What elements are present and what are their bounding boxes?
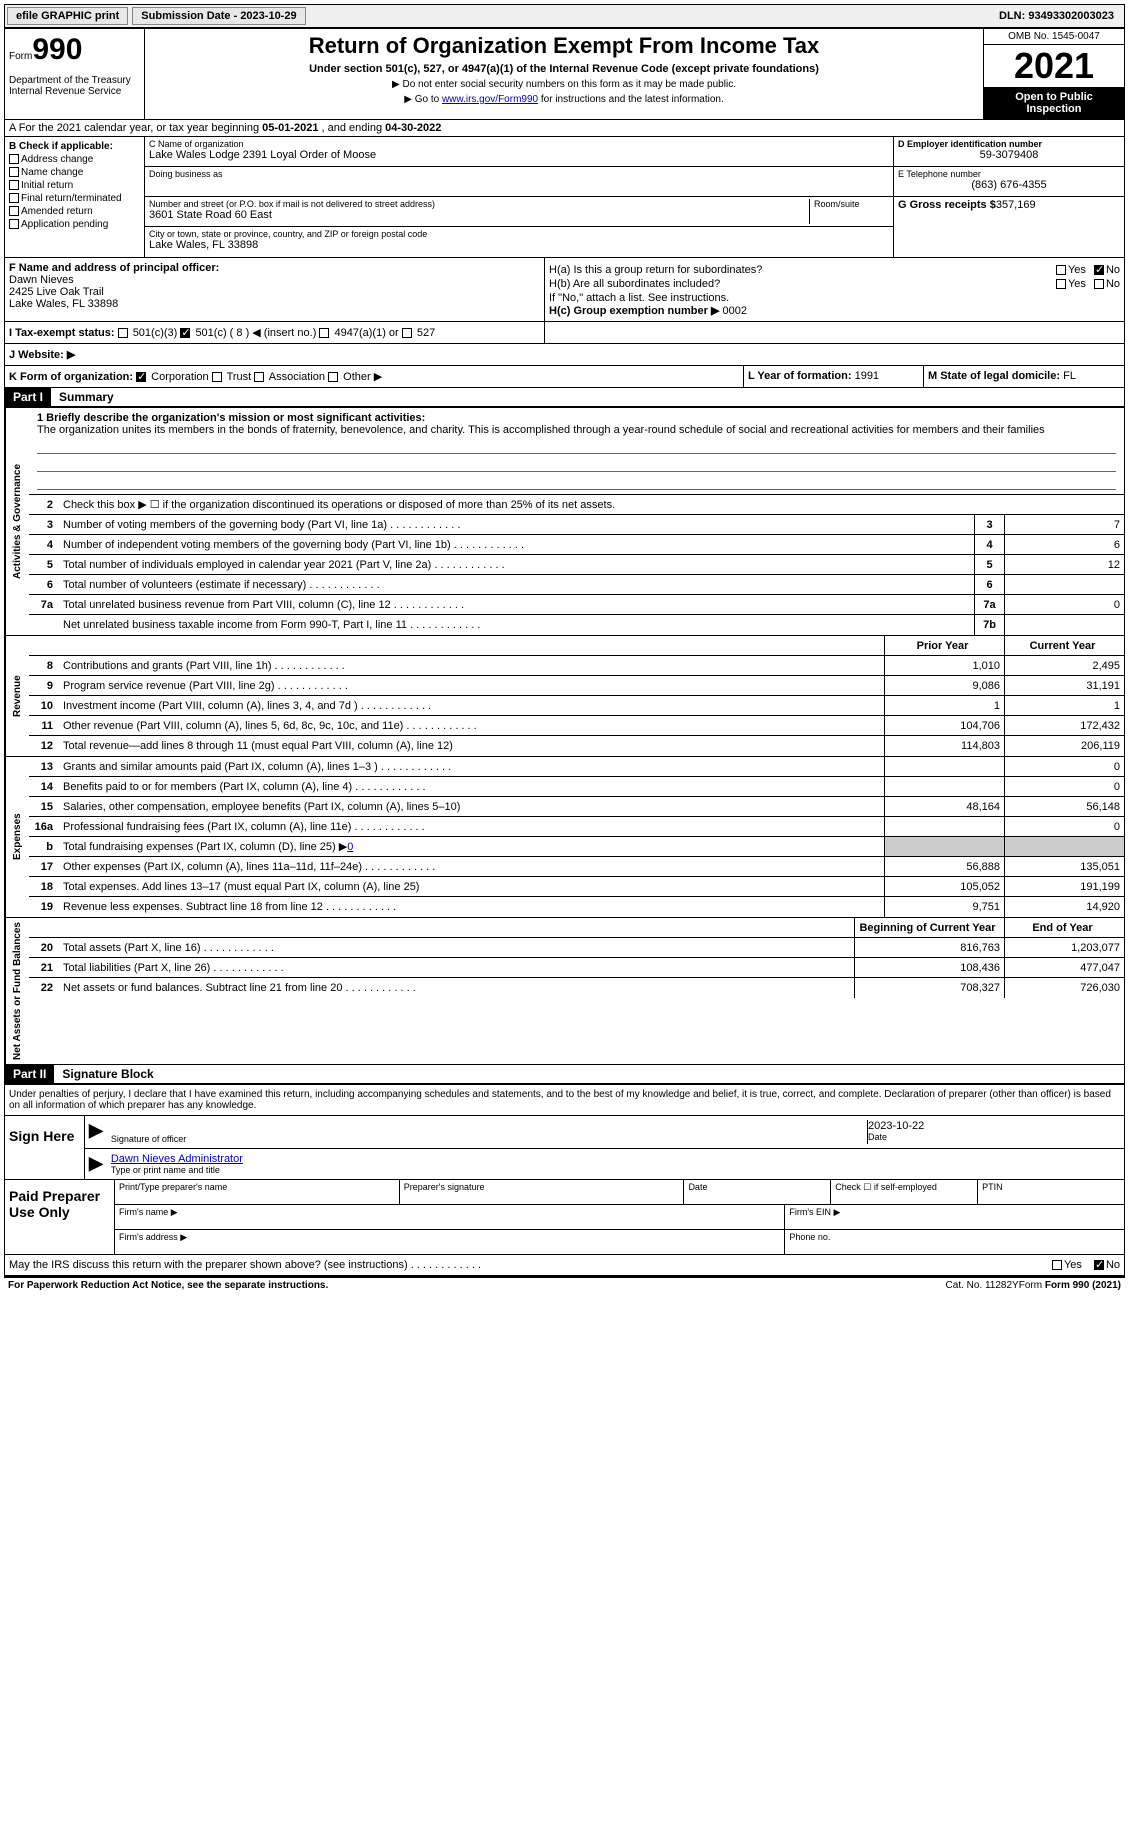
gross-receipts: 357,169 <box>996 199 1036 211</box>
note-link: ▶ Go to www.irs.gov/Form990 for instruct… <box>149 94 979 105</box>
bottom-line: For Paperwork Reduction Act Notice, see … <box>4 1276 1125 1293</box>
row-fg: F Name and address of principal officer:… <box>4 258 1125 322</box>
arrow-icon: ▶ <box>89 1120 103 1144</box>
city-state-zip: Lake Wales, FL 33898 <box>149 239 889 251</box>
row-i: I Tax-exempt status: 501(c)(3) 501(c) ( … <box>4 322 1125 344</box>
efile-print-button[interactable]: efile GRAPHIC print <box>7 7 128 25</box>
hb-no[interactable] <box>1094 279 1104 289</box>
governance-section: Activities & Governance 1 Briefly descri… <box>4 408 1125 636</box>
check-501c[interactable] <box>180 328 190 338</box>
line6-val <box>1004 575 1124 594</box>
phone: (863) 676-4355 <box>898 179 1120 191</box>
arrow-icon: ▶ <box>89 1153 103 1175</box>
checkbox-name-change[interactable] <box>9 167 19 177</box>
header-grid: B Check if applicable: Address change Na… <box>4 137 1125 258</box>
irs-link[interactable]: www.irs.gov/Form990 <box>442 94 538 105</box>
note-ssn: ▶ Do not enter social security numbers o… <box>149 79 979 90</box>
hb-yes[interactable] <box>1056 279 1066 289</box>
omb-number: OMB No. 1545-0047 <box>984 29 1124 45</box>
col-f: F Name and address of principal officer:… <box>5 258 545 321</box>
check-corp[interactable] <box>136 372 146 382</box>
row-k: K Form of organization: Corporation Trus… <box>4 366 1125 388</box>
ein: 59-3079408 <box>898 149 1120 161</box>
check-501c3[interactable] <box>118 328 128 338</box>
col-b: B Check if applicable: Address change Na… <box>5 137 145 257</box>
section-a: A For the 2021 calendar year, or tax yea… <box>4 120 1125 137</box>
checkbox-amended[interactable] <box>9 206 19 216</box>
ha-no[interactable] <box>1094 265 1104 275</box>
part1-header: Part I <box>5 388 51 406</box>
part2-header: Part II <box>5 1065 54 1083</box>
check-trust[interactable] <box>212 372 222 382</box>
paid-preparer: Paid Preparer Use Only Print/Type prepar… <box>4 1180 1125 1255</box>
line7a-val: 0 <box>1004 595 1124 614</box>
officer-name-title: Dawn Nieves Administrator <box>111 1153 1120 1165</box>
check-4947[interactable] <box>319 328 329 338</box>
tax-year: 2021 <box>984 45 1124 87</box>
subtitle: Under section 501(c), 527, or 4947(a)(1)… <box>149 63 979 75</box>
check-other[interactable] <box>328 372 338 382</box>
officer-name: Dawn Nieves <box>9 274 540 286</box>
open-inspection: Open to Public Inspection <box>984 87 1124 119</box>
group-exemption: 0002 <box>722 305 746 317</box>
checkbox-app-pending[interactable] <box>9 219 19 229</box>
discuss-yes[interactable] <box>1052 1260 1062 1270</box>
submission-date: Submission Date - 2023-10-29 <box>132 7 305 25</box>
org-name: Lake Wales Lodge 2391 Loyal Order of Moo… <box>149 149 889 161</box>
check-527[interactable] <box>402 328 412 338</box>
row-j: J Website: ▶ <box>4 344 1125 366</box>
checkbox-final-return[interactable] <box>9 193 19 203</box>
form-label: Form <box>9 51 32 62</box>
form-number: 990 <box>32 33 82 66</box>
col-h: H(a) Is this a group return for subordin… <box>545 258 1124 321</box>
dept-treasury: Department of the Treasury Internal Reve… <box>9 75 140 97</box>
line5-val: 12 <box>1004 555 1124 574</box>
netassets-section: Net Assets or Fund Balances Beginning of… <box>4 918 1125 1065</box>
checkbox-address-change[interactable] <box>9 154 19 164</box>
discuss-no[interactable] <box>1094 1260 1104 1270</box>
dln: DLN: 93493302003023 <box>999 10 1122 22</box>
part2-title: Signature Block <box>54 1067 153 1081</box>
line4-val: 6 <box>1004 535 1124 554</box>
revenue-section: Revenue Prior YearCurrent Year 8Contribu… <box>4 636 1125 757</box>
check-assoc[interactable] <box>254 372 264 382</box>
part1-title: Summary <box>51 390 114 404</box>
line3-val: 7 <box>1004 515 1124 534</box>
year-formation: 1991 <box>855 370 879 382</box>
expenses-section: Expenses 13Grants and similar amounts pa… <box>4 757 1125 918</box>
form-header: Form990 Department of the Treasury Inter… <box>4 28 1125 120</box>
state-domicile: FL <box>1063 370 1076 382</box>
line7b-val <box>1004 615 1124 635</box>
irs-discuss: May the IRS discuss this return with the… <box>4 1255 1125 1276</box>
mission-text: The organization unites its members in t… <box>37 424 1116 436</box>
main-title: Return of Organization Exempt From Incom… <box>149 33 979 59</box>
ha-yes[interactable] <box>1056 265 1066 275</box>
checkbox-initial-return[interactable] <box>9 180 19 190</box>
col-c: C Name of organization Lake Wales Lodge … <box>145 137 894 257</box>
street-address: 3601 State Road 60 East <box>149 209 809 221</box>
top-bar: efile GRAPHIC print Submission Date - 20… <box>4 4 1125 28</box>
signature-block: Under penalties of perjury, I declare th… <box>4 1085 1125 1180</box>
col-d: D Employer identification number 59-3079… <box>894 137 1124 257</box>
